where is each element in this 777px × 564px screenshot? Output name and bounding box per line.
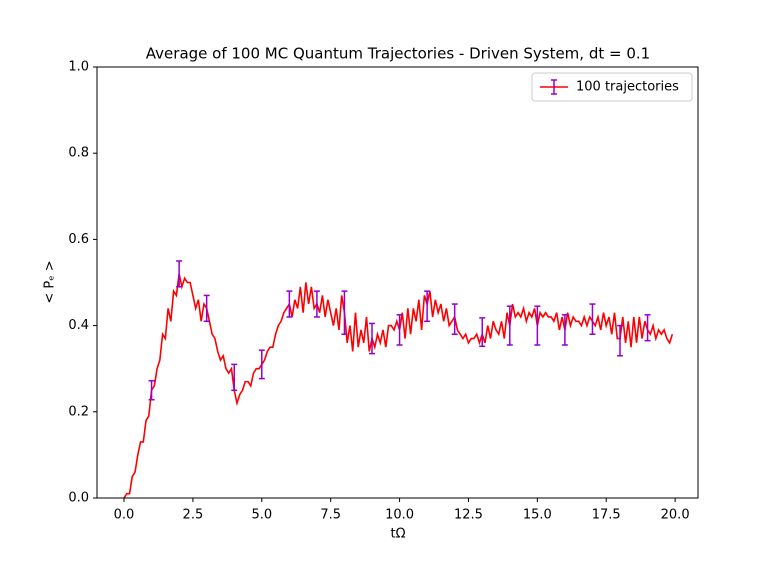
x-tick-label: 2.5 <box>183 508 204 523</box>
error-bar <box>451 303 458 335</box>
chart-title: Average of 100 MC Quantum Trajectories -… <box>146 45 650 63</box>
x-tick-label: 0.0 <box>114 508 135 523</box>
error-bar <box>231 363 238 391</box>
x-tick-label: 7.5 <box>320 508 341 523</box>
error-bar <box>176 260 183 288</box>
y-tick-label: 0.0 <box>68 491 89 506</box>
error-bar <box>617 324 624 357</box>
data-line <box>123 273 674 499</box>
legend-label: 100 trajectories <box>576 80 679 95</box>
error-bar <box>479 317 486 348</box>
y-tick-label: 0.4 <box>68 318 89 333</box>
y-tick-label: 0.8 <box>68 146 89 161</box>
error-bar <box>341 290 348 335</box>
error-bar <box>369 322 376 355</box>
y-tick-label: 0.6 <box>68 232 89 247</box>
x-axis-label: tΩ <box>390 527 405 542</box>
x-tick-label: 10.0 <box>385 508 414 523</box>
y-axis-label: < Pₑ > <box>43 260 58 303</box>
error-bar <box>286 290 293 318</box>
error-bar <box>644 314 651 342</box>
error-bar <box>258 349 265 380</box>
y-tick-label: 0.2 <box>68 404 89 419</box>
y-tick-label: 1.0 <box>68 60 89 75</box>
x-tick-label: 15.0 <box>523 508 552 523</box>
legend-box <box>531 72 693 102</box>
error-bar <box>561 314 568 346</box>
x-tick-label: 5.0 <box>251 508 272 523</box>
plot-frame <box>96 66 699 499</box>
error-bar <box>313 290 320 318</box>
x-tick-label: 20.0 <box>661 508 690 523</box>
x-tick-label: 17.5 <box>592 508 621 523</box>
error-bar <box>148 380 155 401</box>
error-bar <box>534 305 541 346</box>
error-bar <box>506 305 513 346</box>
error-bar <box>396 314 403 346</box>
error-bar <box>589 303 596 335</box>
x-tick-label: 12.5 <box>454 508 483 523</box>
error-bar <box>203 294 210 323</box>
error-bar <box>424 290 431 323</box>
